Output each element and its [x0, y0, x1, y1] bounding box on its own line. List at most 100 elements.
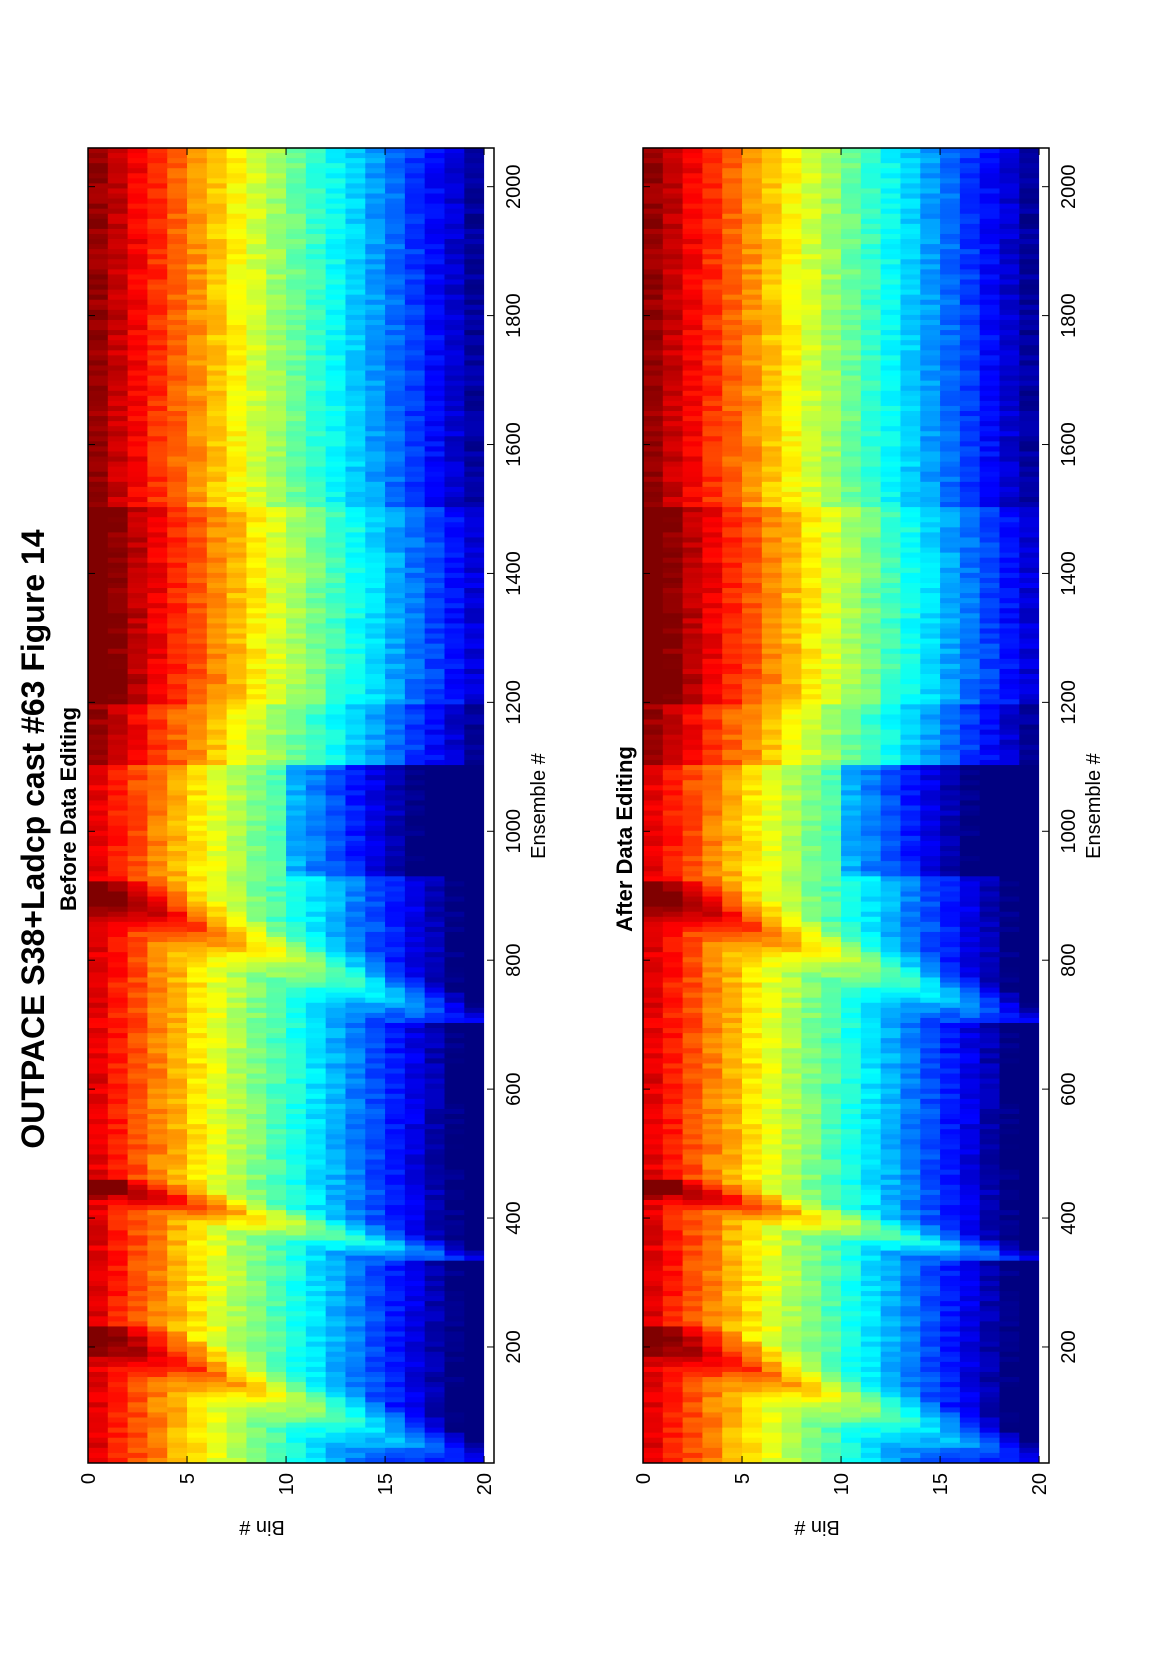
- heatmap-cell: [246, 238, 267, 245]
- heatmap-cell: [424, 471, 446, 477]
- heatmap-cell: [88, 197, 109, 204]
- heatmap-cell: [187, 754, 208, 760]
- heatmap-cell: [107, 567, 129, 573]
- heatmap-cell: [88, 309, 109, 315]
- heatmap-cell: [167, 794, 188, 801]
- heatmap-cell: [444, 1335, 465, 1342]
- heatmap-cell: [147, 825, 168, 831]
- heatmap-cell: [464, 1386, 485, 1393]
- heatmap-cell: [187, 997, 208, 1003]
- heatmap-cell: [385, 794, 406, 801]
- heatmap-cell: [345, 425, 366, 432]
- heatmap-cell: [345, 820, 366, 826]
- heatmap-cell: [107, 754, 129, 760]
- heatmap-cell: [444, 976, 465, 983]
- heatmap-cell: [107, 956, 129, 963]
- heatmap-cell: [167, 506, 188, 513]
- heatmap-cell: [107, 1072, 129, 1079]
- heatmap-cell: [147, 865, 168, 872]
- heatmap-cell: [464, 946, 485, 953]
- heatmap-cell: [404, 1457, 426, 1463]
- heatmap-cell: [444, 683, 465, 690]
- heatmap-cell: [127, 698, 149, 705]
- heatmap-cell: [325, 1452, 347, 1458]
- heatmap-cell: [365, 1153, 386, 1160]
- heatmap-cell: [127, 329, 149, 336]
- heatmap-cell: [226, 774, 248, 781]
- heatmap-cell: [385, 693, 406, 700]
- heatmap-cell: [424, 430, 446, 437]
- heatmap-cell: [305, 1017, 327, 1023]
- heatmap-cell: [246, 815, 267, 821]
- heatmap-cell: [424, 1123, 446, 1130]
- heatmap-cell: [127, 1138, 149, 1145]
- heatmap-cell: [127, 1255, 149, 1261]
- heatmap-cell: [187, 880, 208, 887]
- heatmap-cell: [424, 319, 446, 326]
- heatmap-cell: [345, 1163, 366, 1170]
- heatmap-cell: [365, 506, 386, 513]
- heatmap-cell: [187, 243, 208, 250]
- heatmap-cell: [167, 582, 188, 589]
- heatmap-cell: [206, 693, 228, 700]
- heatmap-cell: [206, 486, 228, 492]
- heatmap-cell: [246, 1335, 267, 1342]
- heatmap-cell: [167, 815, 188, 821]
- heatmap-cell: [107, 228, 129, 234]
- heatmap-cell: [107, 273, 129, 280]
- heatmap-cell: [404, 420, 426, 427]
- heatmap-cell: [167, 1199, 188, 1206]
- heatmap-cell: [424, 592, 446, 599]
- heatmap-cell: [305, 637, 327, 644]
- heatmap-cell: [107, 703, 129, 710]
- heatmap-cell: [404, 673, 426, 680]
- heatmap-cell: [305, 1406, 327, 1413]
- heatmap-cell: [345, 1295, 366, 1302]
- heatmap-cell: [325, 900, 347, 907]
- heatmap-cell: [167, 1098, 188, 1104]
- heatmap-cell: [107, 1037, 129, 1044]
- heatmap-cell: [424, 1179, 446, 1185]
- heatmap-cell: [127, 870, 149, 877]
- heatmap-cell: [246, 1411, 267, 1418]
- heatmap-cell: [325, 678, 347, 685]
- heatmap-cell: [206, 1194, 228, 1200]
- heatmap-cell: [424, 491, 446, 497]
- heatmap-cell: [127, 956, 149, 963]
- heatmap-cell: [305, 784, 327, 791]
- heatmap-cell: [365, 299, 386, 305]
- heatmap-cell: [385, 906, 406, 912]
- heatmap-cell: [246, 1042, 267, 1049]
- heatmap-cell: [286, 744, 307, 750]
- heatmap-cell: [226, 334, 248, 341]
- heatmap-cell: [385, 1406, 406, 1413]
- heatmap-cell: [365, 703, 386, 710]
- heatmap-cell: [107, 314, 129, 320]
- heatmap-cell: [305, 263, 327, 270]
- heatmap-cell: [464, 815, 485, 821]
- heatmap-cell: [226, 1143, 248, 1150]
- heatmap-cell: [305, 1255, 327, 1261]
- heatmap-cell: [404, 971, 426, 978]
- heatmap-cell: [206, 374, 228, 381]
- heatmap-cell: [424, 1401, 446, 1408]
- heatmap-cell: [246, 779, 267, 786]
- heatmap-cell: [246, 784, 267, 791]
- heatmap-cell: [345, 895, 366, 902]
- heatmap-cell: [127, 966, 149, 973]
- heatmap-cell: [424, 1330, 446, 1337]
- heatmap-cell: [444, 304, 465, 310]
- heatmap-cell: [404, 632, 426, 639]
- heatmap-cell: [305, 718, 327, 725]
- heatmap-cell: [464, 541, 485, 548]
- heatmap-cell: [147, 880, 168, 887]
- heatmap-cell: [404, 349, 426, 356]
- heatmap-cell: [266, 1300, 287, 1307]
- heatmap-cell: [444, 880, 465, 887]
- heatmap-cell: [444, 460, 465, 467]
- heatmap-cell: [246, 385, 267, 391]
- heatmap-cell: [147, 931, 168, 937]
- heatmap-cell: [444, 1432, 465, 1438]
- heatmap-cell: [246, 1103, 267, 1109]
- heatmap-cell: [464, 1163, 485, 1170]
